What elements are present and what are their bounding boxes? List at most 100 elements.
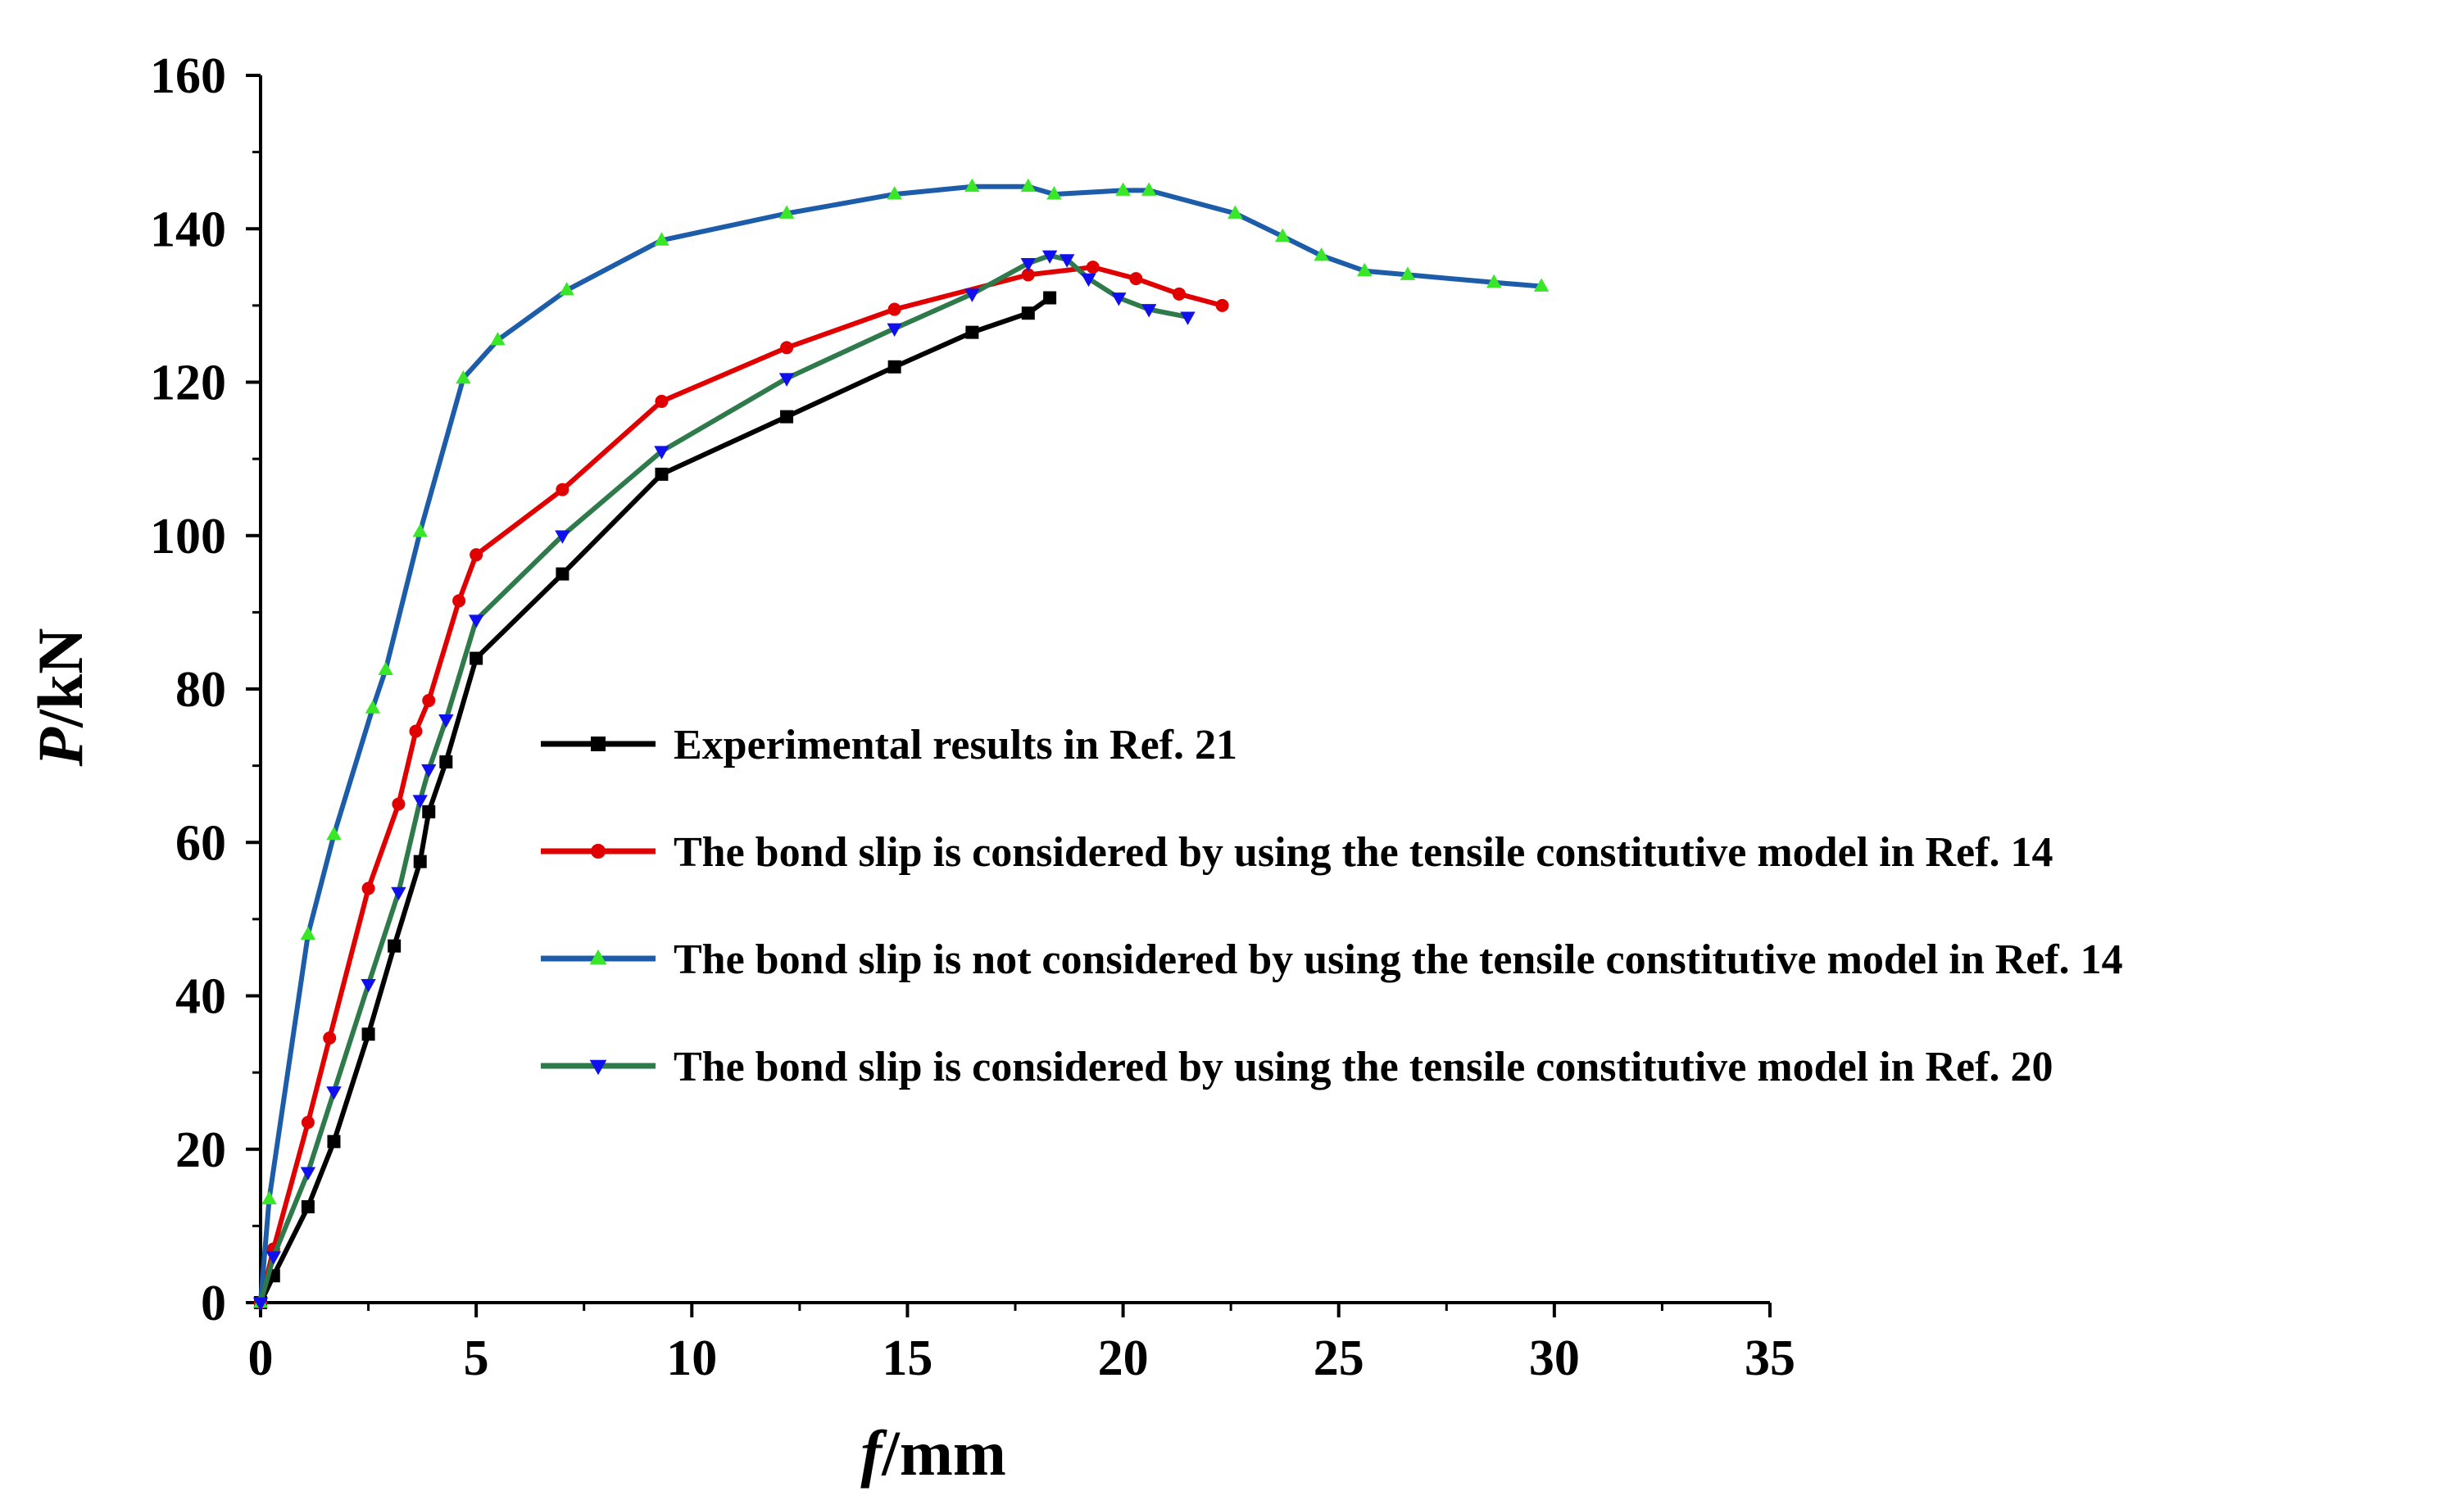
data-point xyxy=(438,714,454,728)
data-point xyxy=(413,854,427,868)
data-point xyxy=(252,1297,269,1311)
x-tick-label: 35 xyxy=(1745,1330,1795,1386)
data-point xyxy=(361,1027,375,1041)
data-point xyxy=(421,764,437,778)
x-tick-label: 30 xyxy=(1529,1330,1580,1386)
legend: Experimental results in Ref. 21 The bond … xyxy=(541,722,2123,1090)
data-point xyxy=(470,548,483,562)
series-line xyxy=(258,295,1053,1305)
data-point xyxy=(1141,182,1157,196)
data-point xyxy=(326,826,342,841)
axes: 0 5 10 15 20 25 30 35 0 20 40 60 80 100 120 140 160 f/mm P… xyxy=(25,48,1795,1489)
data-point xyxy=(1486,274,1502,288)
data-point xyxy=(388,939,402,953)
y-tick-label: 80 xyxy=(175,662,226,718)
data-point xyxy=(1020,257,1036,272)
data-point xyxy=(456,369,471,384)
series-1 xyxy=(254,291,1057,1309)
data-point xyxy=(778,205,795,219)
data-point xyxy=(301,1115,315,1129)
legend-marker xyxy=(591,737,606,751)
data-point xyxy=(1180,311,1196,325)
data-point xyxy=(412,524,428,537)
data-point xyxy=(391,886,406,901)
legend-item-4: The bond slip is considered by using the… xyxy=(541,1044,2053,1090)
data-point xyxy=(655,394,669,408)
data-point xyxy=(470,651,483,665)
x-tick-label: 0 xyxy=(248,1330,274,1386)
data-point xyxy=(1172,287,1186,301)
data-point xyxy=(964,288,980,302)
legend-marker xyxy=(589,1059,607,1076)
data-point xyxy=(964,178,980,193)
data-point xyxy=(887,186,902,200)
data-point xyxy=(1215,298,1229,312)
data-point xyxy=(1059,254,1075,268)
series-3 xyxy=(252,178,1550,1308)
data-point xyxy=(1081,273,1096,288)
data-point xyxy=(1275,228,1291,243)
data-point xyxy=(1021,306,1035,320)
x-tick-label: 5 xyxy=(464,1330,489,1386)
data-point xyxy=(1400,266,1416,280)
data-point xyxy=(1314,247,1329,261)
data-point xyxy=(1086,261,1100,274)
data-point xyxy=(327,1135,341,1149)
data-point xyxy=(556,567,569,581)
legend-marker xyxy=(589,949,607,965)
data-point xyxy=(1020,178,1036,193)
data-point xyxy=(887,302,901,316)
x-tick-label: 10 xyxy=(666,1330,717,1386)
x-axis-title: f/mm xyxy=(860,1417,1006,1489)
data-point xyxy=(555,530,570,544)
data-point xyxy=(422,805,436,818)
data-point xyxy=(468,614,484,628)
legend-item-2: The bond slip is considered by using the… xyxy=(541,829,2053,876)
y-axis-title: P/kN xyxy=(25,628,96,767)
data-point xyxy=(412,795,428,809)
data-point xyxy=(265,1251,281,1265)
data-point xyxy=(361,882,375,895)
data-point xyxy=(887,323,902,337)
data-point xyxy=(300,926,316,940)
data-point xyxy=(378,661,393,675)
data-point xyxy=(361,979,376,993)
x-axis-title-unit: /mm xyxy=(881,1417,1006,1489)
data-point xyxy=(559,282,574,296)
legend-item-3: The bond slip is not considered by using… xyxy=(541,936,2123,983)
data-point xyxy=(300,1167,316,1181)
series-line xyxy=(258,253,1191,1305)
data-point xyxy=(1111,292,1127,306)
y-tick-label: 0 xyxy=(201,1276,226,1331)
data-point xyxy=(1227,205,1243,219)
legend-label: The bond slip is considered by using the… xyxy=(674,829,2053,876)
y-tick-label: 60 xyxy=(175,815,226,871)
data-point xyxy=(422,694,436,708)
legend-label: Experimental results in Ref. 21 xyxy=(674,722,1237,768)
series-layer xyxy=(252,178,1550,1311)
data-point xyxy=(1533,278,1550,292)
series-2 xyxy=(254,261,1229,1309)
data-point xyxy=(655,467,669,481)
y-axis-title-variable: P xyxy=(25,727,96,768)
data-point xyxy=(439,755,453,768)
y-tick-label: 120 xyxy=(150,356,226,411)
data-point xyxy=(1129,272,1143,286)
legend-marker xyxy=(591,844,606,859)
y-tick-label: 140 xyxy=(150,202,226,257)
y-tick-label: 40 xyxy=(175,969,226,1025)
data-point xyxy=(409,724,423,738)
data-point xyxy=(780,410,794,424)
data-point xyxy=(556,483,569,496)
data-point xyxy=(1141,304,1157,318)
data-point xyxy=(261,1190,277,1205)
data-point xyxy=(654,232,669,246)
legend-item-1: Experimental results in Ref. 21 xyxy=(541,722,1237,768)
data-point xyxy=(1043,291,1057,305)
data-point xyxy=(965,325,979,339)
data-point xyxy=(392,797,406,811)
y-axis-title-unit: /kN xyxy=(25,628,96,728)
legend-label: The bond slip is not considered by using… xyxy=(674,936,2123,983)
